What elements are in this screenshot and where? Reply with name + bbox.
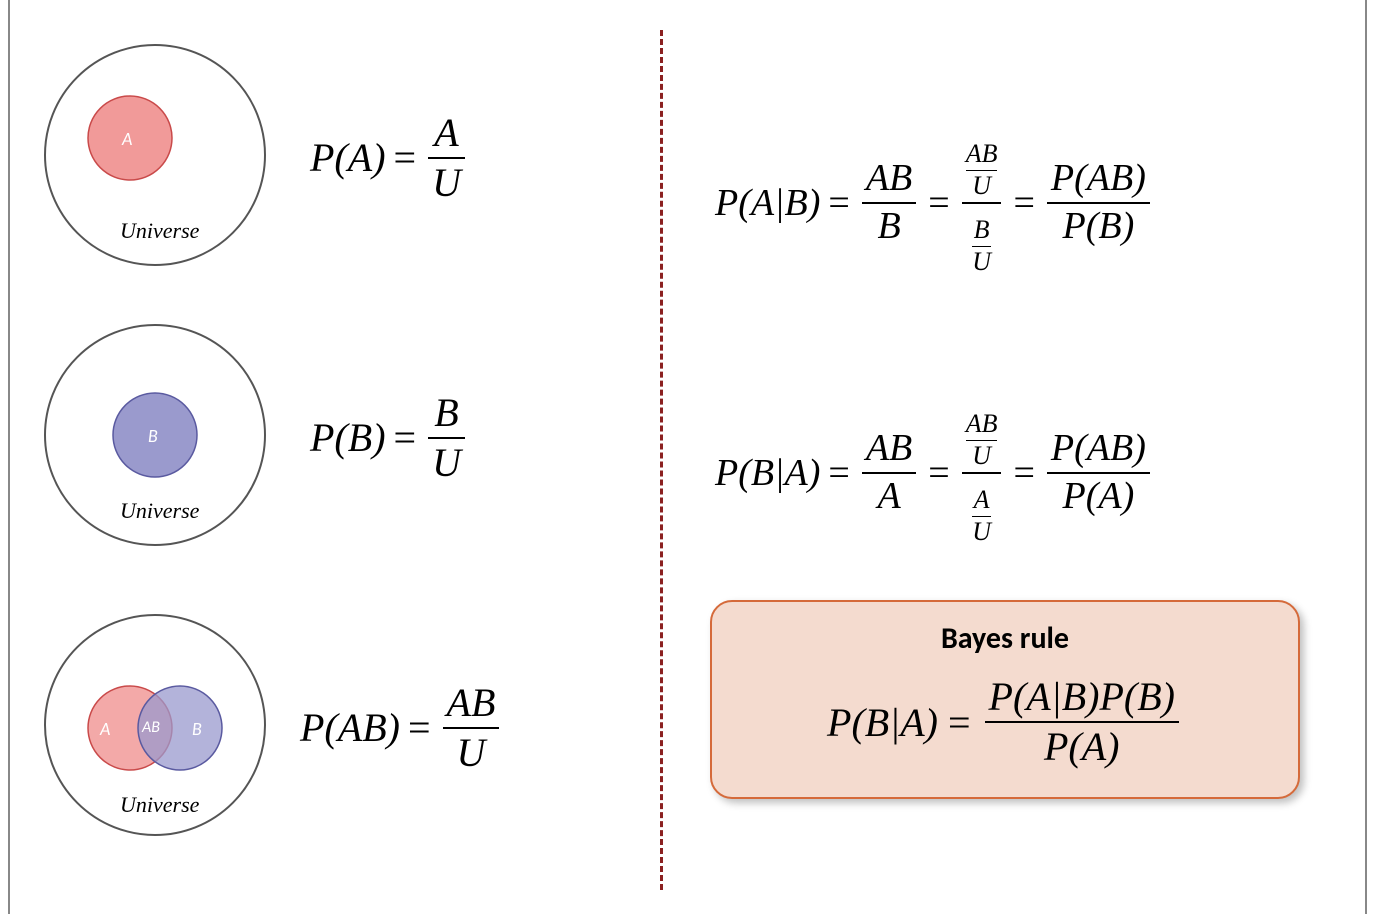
eq-PAB: P(AB) = AB U [300, 681, 503, 775]
eq-PA-lhs: P(A) [310, 134, 386, 181]
eq-PAgB-s1n: AB [862, 158, 916, 200]
eq-PAgB-s3n: P(AB) [1047, 158, 1150, 200]
eq-PAgB-s1d: B [873, 206, 904, 248]
eq-PB-den: U [428, 441, 465, 485]
bayes-box: Bayes rule P(B|A) = P(A|B)P(B) P(A) [710, 600, 1300, 799]
eq-PB-lhs: P(B) [310, 414, 386, 461]
eq-PBgA: P(B|A) = AB A = AB U A U [715, 400, 1154, 546]
eq-PBgA-s3d: P(A) [1059, 476, 1139, 518]
bayes-equation: P(B|A) = P(A|B)P(B) P(A) [752, 675, 1258, 769]
eq-PAgB-s2nd: U [972, 172, 991, 201]
eq-PA-den: U [428, 161, 465, 205]
eq-PBgA-s2nn: AB [966, 410, 998, 439]
eq-PAB-num: AB [443, 681, 500, 725]
eq-PA: P(A) = A U [310, 111, 469, 205]
eq-PAgB-s3d: P(B) [1059, 206, 1139, 248]
vertical-divider [660, 30, 663, 890]
page: A Universe P(A) = A U B Universe P(B) = [8, 0, 1367, 914]
eq-PBgA-s1d: A [873, 476, 904, 518]
eq-PBgA-s2dd: U [972, 518, 991, 547]
venn-B-label: B [148, 425, 158, 447]
venn-AB: A B AB Universe [40, 610, 270, 845]
eq-PBgA-s1n: AB [862, 428, 916, 470]
venn-AB-universe-label: Universe [120, 792, 199, 818]
venn-B: B Universe [40, 320, 270, 555]
venn-AB-A-label: A [100, 718, 110, 740]
eq-PBgA-s3n: P(AB) [1047, 428, 1150, 470]
eq-PB: P(B) = B U [310, 391, 469, 485]
eq-PAgB: P(A|B) = AB B = AB U B U [715, 130, 1154, 276]
bayes-title: Bayes rule [752, 620, 1258, 657]
row-PA: A Universe P(A) = A U [40, 40, 469, 275]
bayes-num: P(A|B)P(B) [985, 675, 1179, 719]
eq-PAgB-s2dd: U [972, 248, 991, 277]
eq-PBgA-lhs: P(B|A) [715, 451, 820, 495]
venn-AB-intersection-label: AB [142, 718, 160, 737]
eq-PBgA-s2dn: A [974, 486, 990, 515]
row-PAB: A B AB Universe P(AB) = AB U [40, 610, 503, 845]
row-PB: B Universe P(B) = B U [40, 320, 469, 555]
venn-A: A Universe [40, 40, 270, 275]
venn-A-label: A [122, 128, 132, 150]
eq-PAgB-s2dn: B [974, 216, 990, 245]
bayes-lhs: P(B|A) [827, 699, 938, 746]
eq-PAB-den: U [453, 731, 490, 775]
venn-AB-B-label: B [192, 718, 202, 740]
eq-PBgA-s2nd: U [972, 442, 991, 471]
venn-B-universe-label: Universe [120, 498, 199, 524]
venn-A-universe-label: Universe [120, 218, 199, 244]
eq-PAgB-lhs: P(A|B) [715, 181, 820, 225]
eq-PAB-lhs: P(AB) [300, 704, 400, 751]
eq-PB-num: B [430, 391, 462, 435]
bayes-den: P(A) [1040, 725, 1124, 769]
eq-PA-num: A [430, 111, 462, 155]
eq-PAgB-s2nn: AB [966, 140, 998, 169]
